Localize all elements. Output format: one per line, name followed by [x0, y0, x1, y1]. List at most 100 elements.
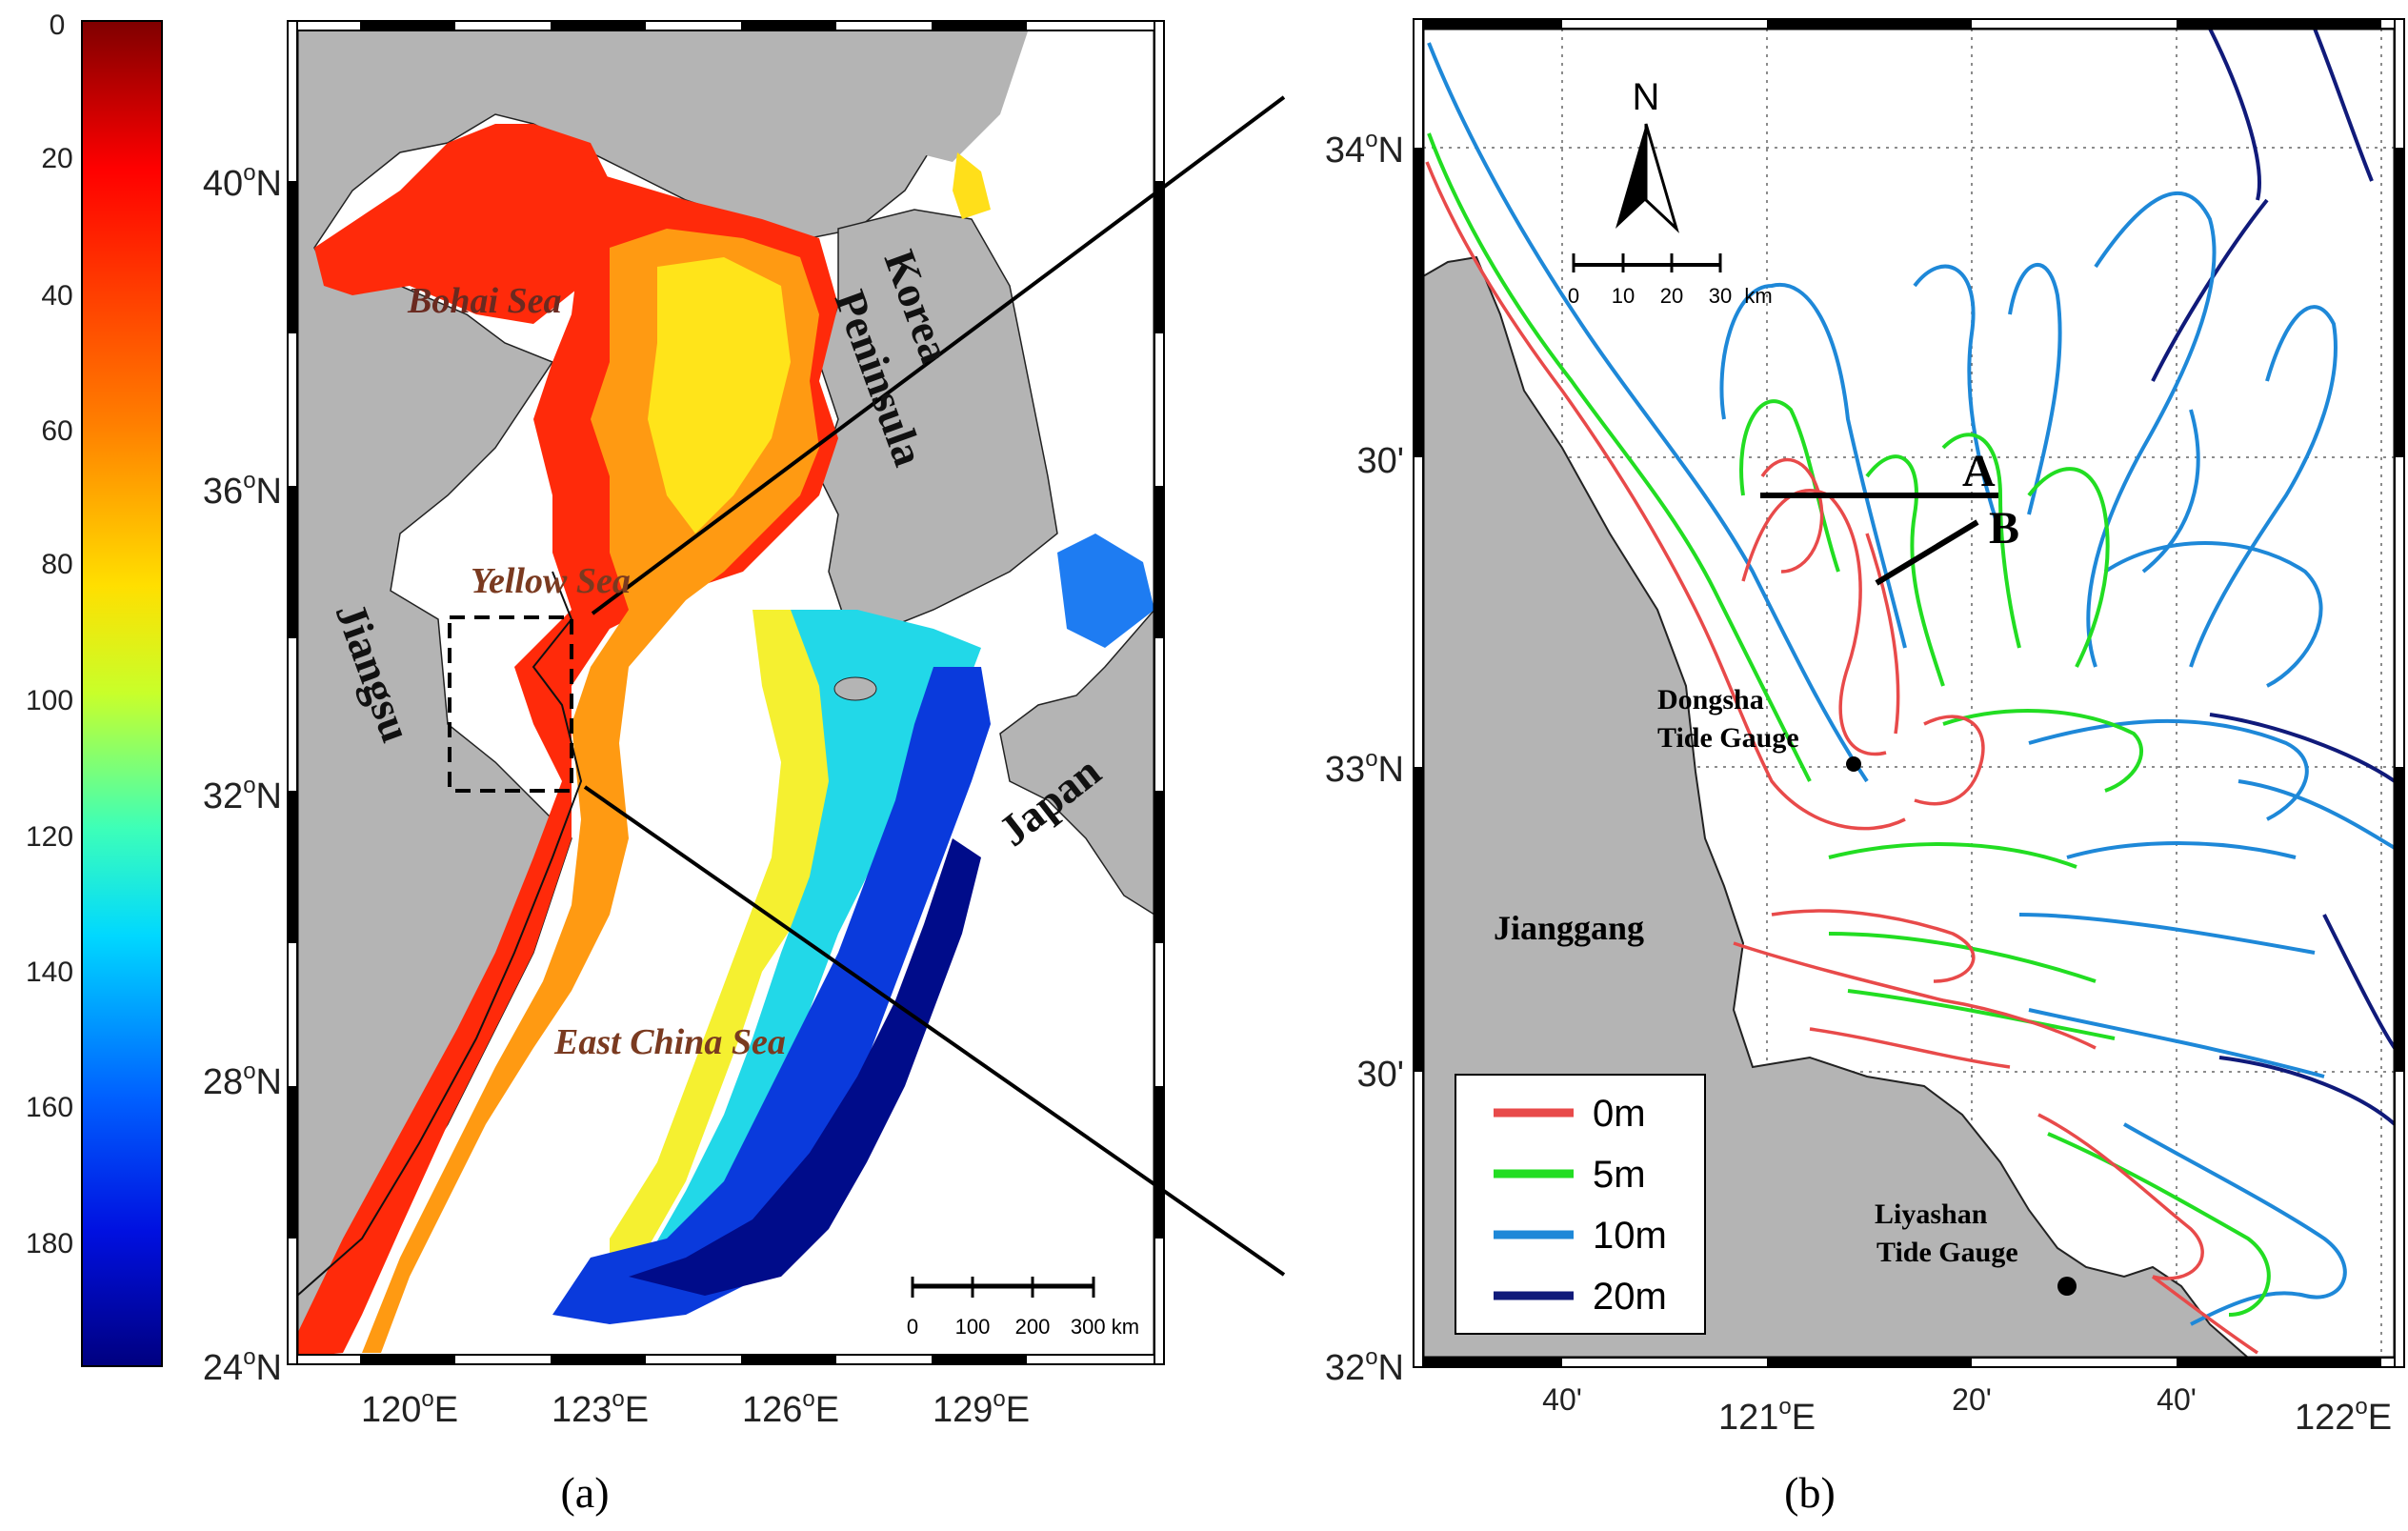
lat-label: 30' [1356, 1055, 1404, 1095]
north-arrow-icon: N [1615, 76, 1679, 233]
jeju-island [833, 676, 877, 701]
colorbar-tick: 180 [26, 1228, 73, 1259]
section-line-b [1875, 519, 1979, 586]
contour-10m [1427, 42, 2395, 1326]
colorbar-tick: 80 [41, 549, 72, 580]
scale-label: 10 [1612, 284, 1635, 308]
lat-label: 28 [203, 1062, 243, 1102]
panel-b-map: A B Dongsha Tide Gauge Liyashan Tide Gau… [1325, 18, 2405, 1517]
legend-label: 0m [1593, 1093, 1646, 1135]
panel-b-caption: (b) [1784, 1468, 1836, 1517]
lon-label: 121 [1718, 1398, 1778, 1438]
panel-a-map: Bohai Sea Yellow Sea East China Sea Kore… [203, 20, 1286, 1517]
svg-text:120oE: 120oE [361, 1386, 458, 1430]
panel-b-lon-labels: 40' 121oE 20' 40' 122oE [1542, 1382, 2392, 1438]
dongsha-gauge-marker [1846, 756, 1861, 772]
land-korea [818, 209, 1058, 630]
zoom-line-bottom [583, 785, 1286, 1277]
panel-a-lon-labels: 120oE 123oE 126oE 129oE [361, 1386, 1030, 1430]
lon-label: 129 [933, 1390, 993, 1430]
svg-text:32oN: 32oN [203, 773, 282, 816]
svg-text:129oE: 129oE [933, 1386, 1030, 1430]
svg-text:126oE: 126oE [742, 1386, 839, 1430]
label-bohai-sea: Bohai Sea [407, 281, 562, 321]
section-label-a: A [1962, 446, 1996, 496]
label-liyashan: Liyashan [1875, 1199, 1988, 1230]
study-area-box [448, 615, 573, 793]
colorbar-tick: 100 [26, 685, 73, 716]
label-jianggang: Jianggang [1494, 909, 1644, 947]
label-dongsha: Dongsha [1657, 684, 1764, 715]
section-label-b: B [1989, 503, 2019, 554]
coast-line [297, 571, 583, 1297]
north-label: N [1633, 76, 1660, 118]
label-liyashan-gauge: Tide Gauge [1876, 1237, 2018, 1268]
colorbar-tick: 160 [26, 1092, 73, 1123]
scale-label: 0 [1568, 284, 1579, 308]
panel-a-frame-ticks [287, 20, 1165, 1365]
sea-jeju-yellow [953, 152, 991, 219]
sea-japan-blue [1057, 534, 1154, 648]
svg-text:32oN: 32oN [1325, 1344, 1404, 1388]
panel-a-caption: (a) [560, 1468, 609, 1517]
panel-a-lat-labels: 40oN 36oN 32oN 28oN 24oN [203, 160, 282, 1388]
sea-bohai [314, 124, 629, 324]
scale-label: 200 [1015, 1315, 1051, 1339]
lat-label: 36 [203, 472, 243, 512]
colorbar-tick: 40 [41, 280, 72, 312]
colorbar-tick: 140 [26, 957, 73, 988]
lon-label: 120 [361, 1390, 421, 1430]
depth-legend: 0m 5m 10m 20m [1455, 1074, 1706, 1335]
svg-text:36oN: 36oN [203, 468, 282, 512]
lon-label: 40' [1542, 1382, 1582, 1417]
lon-label: 40' [2157, 1382, 2197, 1417]
land-japan [999, 608, 1154, 916]
scale-label: 20 [1660, 284, 1683, 308]
sea-ecs-blue [552, 667, 991, 1324]
lon-label: 20' [1952, 1382, 1992, 1417]
sea-ecs-yellow [610, 610, 838, 1296]
panel-b-frame-ticks [1413, 18, 2405, 1368]
legend-label: 5m [1593, 1154, 1646, 1196]
lon-label: 126 [742, 1390, 802, 1430]
colorbar-tick: 20 [41, 143, 72, 174]
zoom-line-top [591, 95, 1286, 615]
panel-a-scale-bar: 0 100 200 300 km [907, 1277, 1139, 1339]
scale-label: 30 [1709, 284, 1732, 308]
scale-label: 0 [907, 1315, 918, 1339]
scale-label: km [1744, 284, 1772, 308]
panel-b-scale-bar: 0 10 20 30 km [1568, 253, 1773, 308]
svg-text:34oN: 34oN [1325, 127, 1404, 171]
lat-label: 40 [203, 164, 243, 204]
svg-text:33oN: 33oN [1325, 746, 1404, 790]
sea-ecs-cyan [610, 610, 981, 1315]
land-korea-east [914, 29, 1029, 162]
scale-label: 100 [955, 1315, 991, 1339]
svg-text:28oN: 28oN [203, 1058, 282, 1102]
legend-label: 20m [1593, 1276, 1667, 1318]
label-dongsha-gauge: Tide Gauge [1657, 722, 1799, 754]
legend-label: 10m [1593, 1215, 1667, 1257]
contour-20m [2151, 29, 2395, 1126]
lat-label: 24 [203, 1348, 243, 1388]
label-yellow-sea: Yellow Sea [471, 561, 631, 601]
lat-label: 32 [203, 776, 243, 816]
colorbar-ramp [81, 20, 163, 1367]
lat-label: 32 [1325, 1348, 1365, 1388]
svg-text:121oE: 121oE [1718, 1394, 1816, 1438]
liyashan-gauge-marker [2057, 1277, 2077, 1296]
lon-label: 123 [552, 1390, 612, 1430]
svg-text:123oE: 123oE [552, 1386, 649, 1430]
svg-text:40oN: 40oN [203, 160, 282, 204]
label-east-china-sea: East China Sea [553, 1022, 786, 1062]
svg-text:122oE: 122oE [2295, 1394, 2392, 1438]
lat-label: 34 [1325, 131, 1365, 171]
contour-0m [1425, 161, 2258, 1355]
colorbar-tick: 120 [26, 821, 73, 853]
colorbar: 0 20 40 60 80 100 120 140 160 180 [26, 10, 163, 1367]
lat-label: 33 [1325, 750, 1365, 790]
scale-label: 300 km [1071, 1315, 1139, 1339]
lon-label: 122 [2295, 1398, 2355, 1438]
svg-text:24oN: 24oN [203, 1344, 282, 1388]
